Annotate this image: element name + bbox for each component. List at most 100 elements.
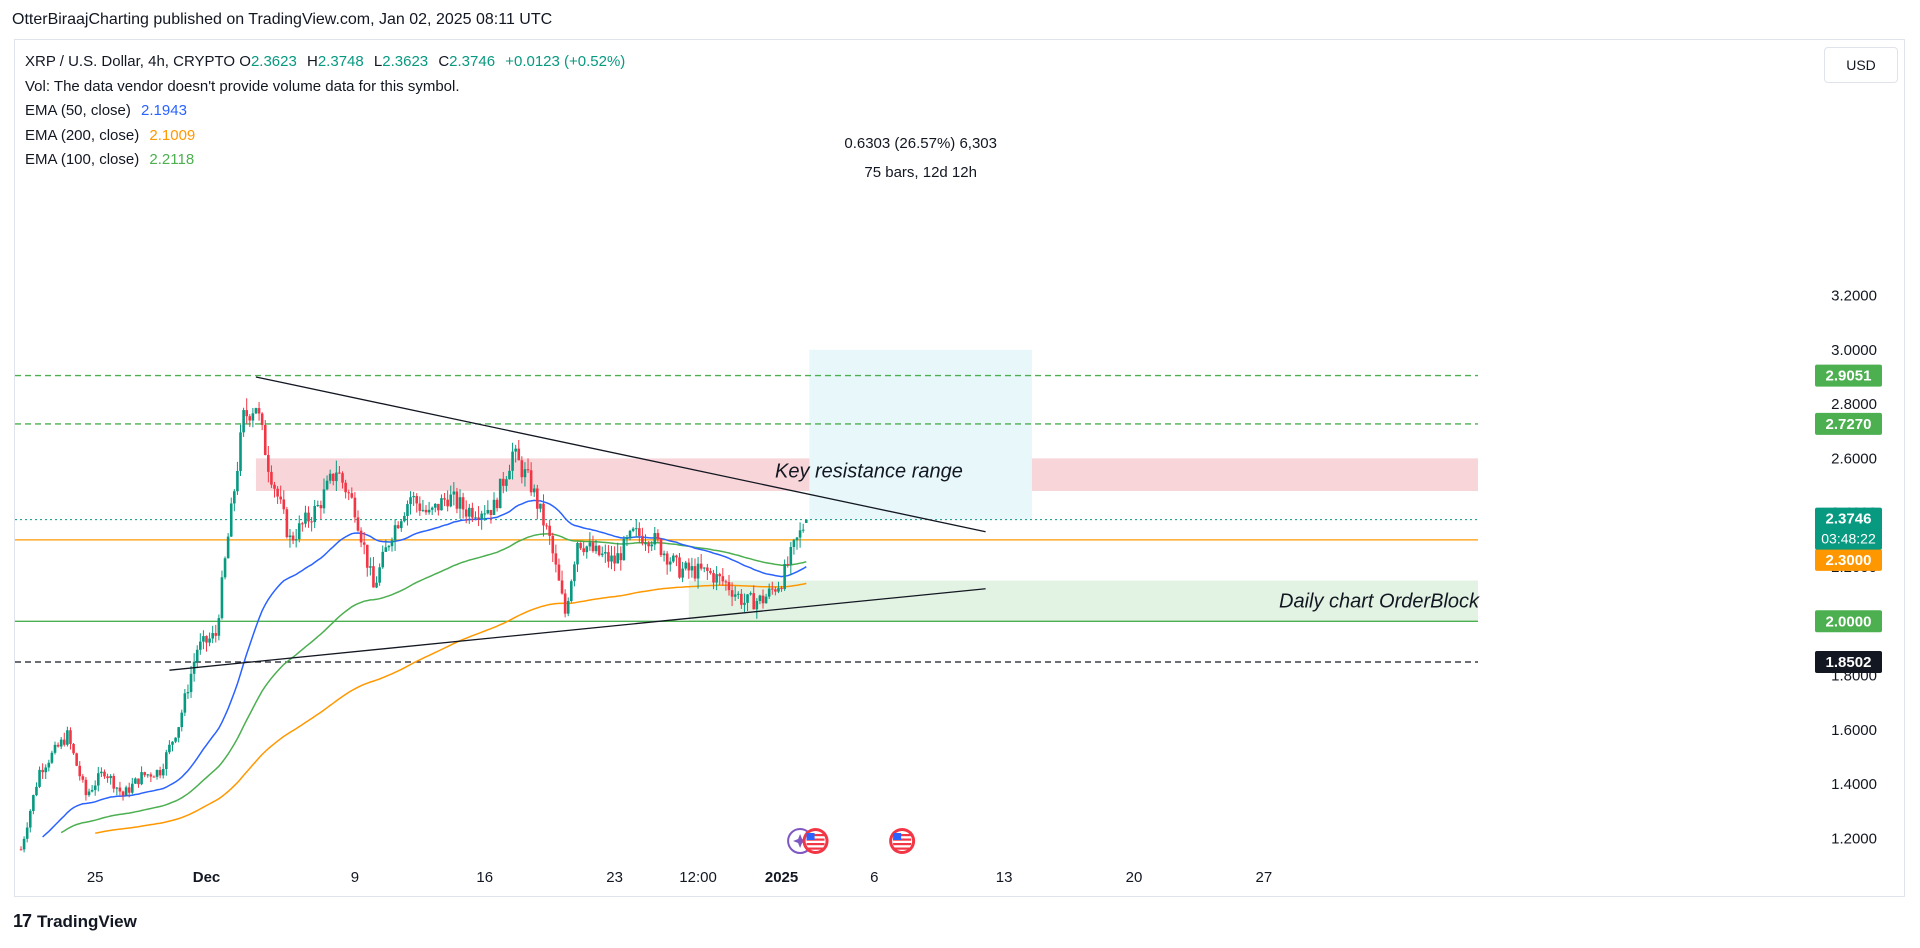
x-tick-label: 16	[476, 869, 493, 886]
price-tag-1-8502-bg	[1815, 650, 1882, 673]
candle-body	[675, 555, 678, 558]
legend-symbol[interactable]: XRP / U.S. Dollar, 4h, CRYPTO	[25, 53, 236, 70]
candle	[783, 559, 786, 591]
candle	[545, 523, 548, 530]
candle	[202, 630, 205, 650]
candle-body	[579, 542, 582, 549]
candle	[702, 567, 706, 573]
candle-body	[656, 533, 660, 540]
candle	[127, 782, 131, 798]
candle	[211, 625, 214, 644]
candle-body	[199, 641, 202, 650]
us-flag-event-icon[interactable]	[889, 828, 916, 854]
candle	[66, 726, 69, 747]
candle-body	[597, 545, 601, 556]
candle	[424, 505, 428, 515]
candle	[548, 519, 551, 545]
candle	[140, 766, 143, 786]
candle-body	[733, 594, 737, 597]
candle-body	[32, 795, 35, 811]
candle-body	[118, 787, 122, 792]
legend-high-label: H	[307, 53, 318, 70]
candle	[118, 781, 122, 796]
candle	[560, 570, 564, 595]
candle	[690, 557, 694, 578]
candle-body	[217, 618, 221, 636]
candle-body	[786, 564, 790, 566]
price-tag-2-7270-bg	[1815, 412, 1882, 435]
candle	[248, 414, 252, 427]
legend-ema100[interactable]: EMA (100, close) 2.2118	[25, 148, 631, 173]
candle	[774, 586, 777, 596]
candle-body	[730, 590, 734, 597]
candle	[656, 529, 660, 543]
ema200-label: EMA (200, close)	[25, 126, 140, 144]
candle	[505, 476, 508, 492]
candle	[310, 516, 313, 532]
candle-body	[724, 581, 728, 583]
candle	[195, 645, 199, 669]
candle-body	[291, 535, 295, 541]
candle	[801, 523, 805, 533]
candle	[706, 563, 709, 580]
candle-body	[131, 783, 134, 793]
candle	[539, 503, 542, 513]
candle-body	[41, 769, 44, 773]
candle	[109, 774, 112, 785]
legend-ohlc-row[interactable]: XRP / U.S. Dollar, 4h, CRYPTO O2.3623 H2…	[25, 50, 631, 75]
candle	[464, 500, 468, 524]
candle-body	[622, 538, 626, 561]
candle-body	[220, 577, 224, 619]
candle	[715, 566, 718, 591]
candle	[582, 541, 585, 556]
candle-body	[282, 499, 286, 510]
candle-body	[257, 408, 261, 414]
tradingview-brand: TradingView	[37, 911, 137, 931]
candle-body	[585, 546, 589, 553]
candle	[508, 464, 511, 480]
ema50-label: EMA (50, close)	[25, 102, 131, 119]
candle	[22, 836, 26, 853]
candle	[25, 822, 29, 843]
candle-body	[505, 479, 508, 486]
ema100-label: EMA (100, close)	[25, 151, 140, 168]
candle	[536, 484, 539, 520]
candle	[798, 522, 802, 548]
legend-ema50[interactable]: EMA (50, close) 2.1943	[25, 99, 631, 124]
legend-volume-note: Vol: The data vendor doesn't provide vol…	[25, 77, 460, 95]
candle-body	[223, 558, 227, 578]
candle-body	[536, 488, 539, 509]
candle-body	[712, 572, 715, 583]
candle	[724, 579, 728, 591]
candle-body	[461, 497, 465, 510]
candle	[610, 545, 613, 570]
candle-body	[202, 636, 205, 642]
candle	[761, 589, 765, 609]
candle-body	[25, 827, 29, 839]
candle	[616, 542, 619, 564]
candle-body	[229, 503, 233, 537]
candle	[72, 742, 75, 755]
candle-body	[619, 553, 623, 561]
ema_200-line	[95, 582, 807, 834]
candle	[551, 532, 555, 563]
candle-body	[789, 546, 793, 565]
candle-body	[152, 776, 156, 778]
us-flag-event-icon[interactable]	[802, 828, 829, 854]
candle-body	[279, 496, 282, 500]
us-flag-stripe	[806, 847, 825, 850]
price-tag-2-3000: 2.3000	[1815, 548, 1882, 571]
chart-svg[interactable]: Key resistance range Daily chart OrderBlo…	[15, 40, 1904, 896]
candle	[622, 535, 626, 561]
candle-body	[418, 503, 422, 511]
candle	[733, 586, 737, 601]
price-tag-current-bg	[1815, 507, 1882, 550]
tradingview-footer[interactable]: 17 TradingView	[13, 911, 137, 932]
candle-body	[331, 473, 335, 482]
candle	[38, 766, 41, 789]
legend-ema200[interactable]: EMA (200, close) 2.1009	[25, 124, 631, 149]
chart-frame[interactable]: Key resistance range Daily chart OrderBlo…	[14, 39, 1905, 897]
currency-button[interactable]: USD	[1824, 47, 1898, 83]
candle-body	[307, 512, 310, 522]
candle-body	[137, 778, 140, 785]
